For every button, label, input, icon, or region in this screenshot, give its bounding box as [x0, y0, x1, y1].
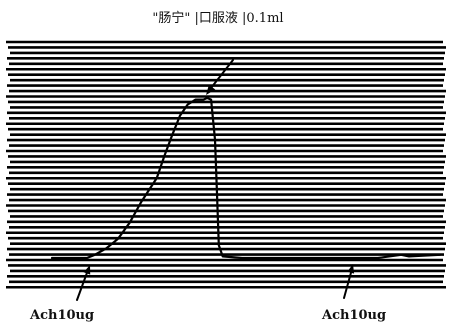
- ach-arrow-left: [76, 265, 91, 301]
- drug-arrow-head: [206, 84, 216, 95]
- ach-arrow-right-shaft: [343, 268, 353, 299]
- ach-arrow-left-head: [83, 265, 91, 275]
- ach-arrow-right: [343, 264, 355, 299]
- ach-arrow-right-head: [347, 264, 355, 274]
- ach-label-right: Ach10ug: [321, 308, 386, 323]
- drug-arrow-shaft: [210, 59, 234, 89]
- recording-paper-lines: [6, 40, 446, 289]
- figure-title: "肠宁" |口服液 |0.1ml: [152, 10, 283, 26]
- ach-arrow-left-shaft: [76, 269, 89, 301]
- trace-line: [50, 96, 442, 260]
- drug-arrow: [206, 59, 234, 95]
- ach-label-left: Ach10ug: [29, 308, 94, 323]
